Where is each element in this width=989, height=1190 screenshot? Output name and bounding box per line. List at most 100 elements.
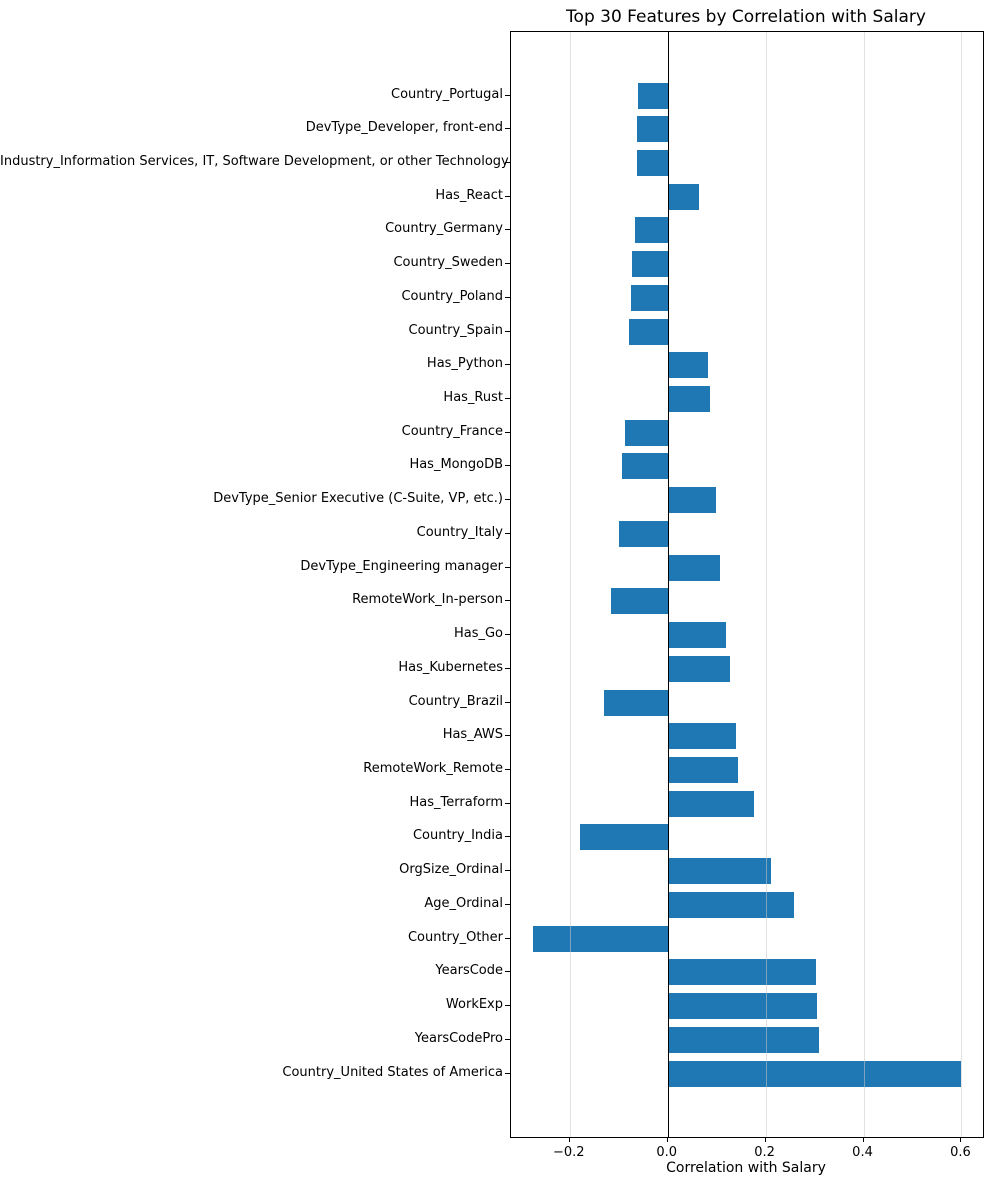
bar bbox=[619, 520, 668, 547]
y-tick-mark bbox=[505, 802, 510, 804]
y-tick-mark bbox=[505, 499, 510, 501]
plot-area bbox=[510, 31, 984, 1138]
bar bbox=[631, 284, 668, 311]
y-tick-label: Has_Terraform bbox=[409, 794, 503, 810]
y-tick-mark bbox=[505, 735, 510, 737]
y-tick-label: DevType_Engineering manager bbox=[300, 558, 503, 574]
bar bbox=[667, 723, 736, 750]
y-tick-mark bbox=[505, 1072, 510, 1074]
bar bbox=[667, 622, 727, 649]
y-tick-label: Has_Python bbox=[426, 356, 503, 372]
bar bbox=[667, 487, 716, 514]
y-tick-label: Country_Spain bbox=[408, 322, 503, 338]
bar bbox=[667, 1060, 962, 1087]
y-tick-label: WorkExp bbox=[445, 997, 503, 1013]
y-tick-mark bbox=[505, 364, 510, 366]
bar bbox=[629, 318, 668, 345]
y-tick-label: Age_Ordinal bbox=[424, 895, 503, 911]
bar bbox=[667, 790, 754, 817]
y-tick-mark bbox=[505, 566, 510, 568]
bar bbox=[622, 453, 668, 480]
x-tick-label: 0.0 bbox=[656, 1145, 678, 1160]
x-tick-label: −0.2 bbox=[552, 1145, 585, 1160]
y-tick-mark bbox=[505, 701, 510, 703]
x-tick-mark bbox=[960, 1137, 962, 1142]
bar bbox=[637, 149, 668, 176]
bar bbox=[667, 183, 699, 210]
y-tick-label: RemoteWork_Remote bbox=[363, 760, 503, 776]
y-tick-mark bbox=[505, 532, 510, 534]
bar bbox=[603, 689, 668, 716]
gridline bbox=[961, 32, 963, 1137]
bar bbox=[667, 756, 738, 783]
bar bbox=[632, 251, 668, 278]
y-tick-mark bbox=[505, 465, 510, 467]
y-tick-mark bbox=[505, 263, 510, 265]
y-tick-label: Country_Sweden bbox=[393, 255, 503, 271]
y-tick-mark bbox=[505, 398, 510, 400]
y-tick-mark bbox=[505, 94, 510, 96]
bar bbox=[667, 891, 794, 918]
y-tick-mark bbox=[505, 870, 510, 872]
y-tick-label: Has_React bbox=[435, 187, 503, 203]
y-tick-mark bbox=[505, 971, 510, 973]
y-tick-mark bbox=[505, 161, 510, 163]
y-tick-mark bbox=[505, 296, 510, 298]
y-tick-mark bbox=[505, 1005, 510, 1007]
bar bbox=[667, 655, 730, 682]
y-tick-label: RemoteWork_In-person bbox=[352, 592, 503, 608]
x-tick-mark bbox=[666, 1137, 668, 1142]
y-tick-mark bbox=[505, 768, 510, 770]
y-tick-mark bbox=[505, 128, 510, 130]
zero-line bbox=[667, 32, 669, 1137]
bar bbox=[637, 116, 668, 143]
gridline bbox=[569, 32, 571, 1137]
x-tick-label: 0.6 bbox=[950, 1145, 971, 1160]
bar bbox=[637, 82, 668, 109]
chart-title: Top 30 Features by Correlation with Sala… bbox=[566, 7, 926, 27]
y-tick-mark bbox=[505, 195, 510, 197]
y-tick-label: Country_India bbox=[412, 828, 503, 844]
y-tick-label: Country_Germany bbox=[385, 221, 503, 237]
y-tick-label: Country_Other bbox=[407, 929, 503, 945]
y-tick-label: Industry_Information Services, IT, Softw… bbox=[0, 153, 509, 169]
bar bbox=[610, 588, 668, 615]
bar bbox=[667, 858, 771, 885]
gridline bbox=[863, 32, 865, 1137]
y-tick-label: Has_MongoDB bbox=[409, 457, 503, 473]
y-tick-mark bbox=[505, 1038, 510, 1040]
x-tick-label: 0.2 bbox=[754, 1145, 775, 1160]
y-tick-mark bbox=[505, 903, 510, 905]
y-tick-label: DevType_Senior Executive (C-Suite, VP, e… bbox=[213, 491, 503, 507]
bar bbox=[634, 217, 668, 244]
bar bbox=[625, 419, 668, 446]
x-tick-label: 0.4 bbox=[852, 1145, 873, 1160]
bar bbox=[667, 959, 817, 986]
x-tick-mark bbox=[764, 1137, 766, 1142]
y-tick-label: Has_Kubernetes bbox=[398, 659, 503, 675]
bar bbox=[667, 554, 720, 581]
bar bbox=[667, 1026, 819, 1053]
y-tick-label: DevType_Developer, front-end bbox=[305, 120, 503, 136]
y-tick-label: YearsCode bbox=[435, 963, 503, 979]
bar bbox=[533, 925, 668, 952]
x-tick-mark bbox=[568, 1137, 570, 1142]
gridline bbox=[765, 32, 767, 1137]
bar bbox=[579, 824, 668, 851]
bar bbox=[667, 993, 817, 1020]
x-tick-mark bbox=[862, 1137, 864, 1142]
y-tick-mark bbox=[505, 937, 510, 939]
y-tick-mark bbox=[505, 600, 510, 602]
y-tick-label: Country_France bbox=[401, 423, 503, 439]
y-tick-label: Country_Italy bbox=[416, 524, 503, 540]
y-tick-label: Has_AWS bbox=[442, 727, 503, 743]
y-tick-mark bbox=[505, 330, 510, 332]
y-tick-label: YearsCodePro bbox=[414, 1030, 503, 1046]
y-tick-label: Country_Portugal bbox=[391, 86, 503, 102]
y-tick-mark bbox=[505, 667, 510, 669]
bar bbox=[667, 352, 709, 379]
x-axis-label: Correlation with Salary bbox=[666, 1160, 826, 1176]
y-tick-label: Has_Go bbox=[453, 626, 503, 642]
y-tick-label: Country_Brazil bbox=[408, 693, 503, 709]
